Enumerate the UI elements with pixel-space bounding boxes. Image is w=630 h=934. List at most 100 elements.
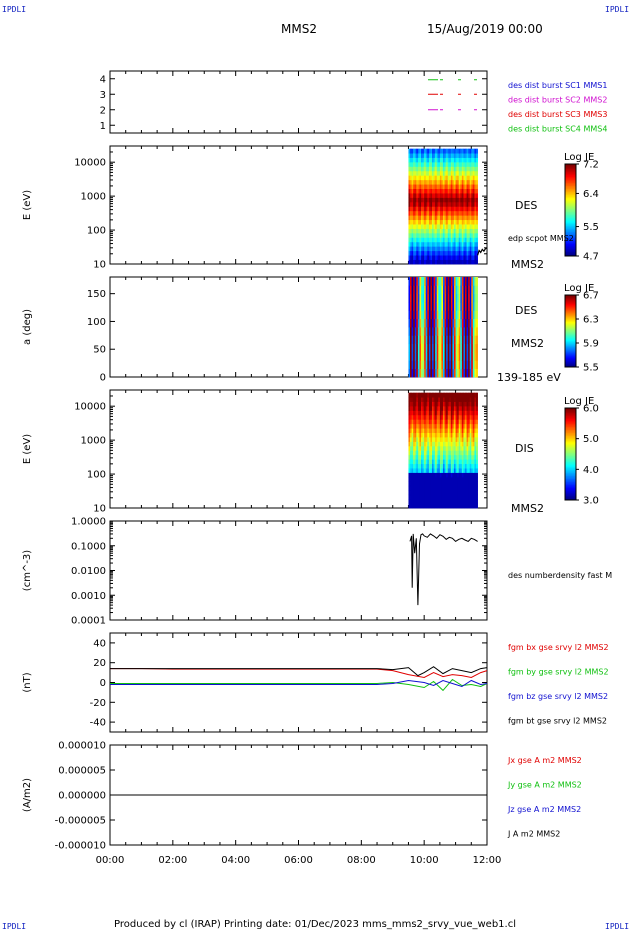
panel-frame xyxy=(109,632,488,733)
heatmap-cell xyxy=(457,445,460,451)
heatmap-cell xyxy=(455,437,458,442)
heatmap-cell xyxy=(424,503,427,509)
heatmap-cell xyxy=(450,184,453,190)
heatmap-cell xyxy=(433,161,436,167)
heatmap-cell xyxy=(447,423,450,429)
heatmap-cell xyxy=(468,335,471,345)
heatmap-cell xyxy=(439,250,442,256)
heatmap-cell xyxy=(450,277,453,286)
heatmap-cell xyxy=(452,454,455,460)
y-tick-label: 1000 xyxy=(81,192,106,203)
heatmap-cell xyxy=(438,472,441,478)
heatmap-cell xyxy=(441,445,444,451)
heatmap-cell xyxy=(435,490,438,496)
heatmap-cell xyxy=(410,485,412,491)
heatmap-cell xyxy=(452,445,455,451)
heatmap-cell xyxy=(414,441,417,447)
colorbar-cell xyxy=(565,412,576,415)
heatmap-cell xyxy=(476,352,478,361)
y-tick-label: 10 xyxy=(93,260,106,271)
colorbar-cell xyxy=(565,362,576,364)
heatmap-cell xyxy=(417,468,420,473)
heatmap-cell xyxy=(422,250,425,256)
heatmap-cell xyxy=(457,437,460,442)
colorbar-cell xyxy=(565,355,576,357)
heatmap-cell xyxy=(427,241,430,247)
heatmap-cell xyxy=(463,463,466,469)
heatmap-cell xyxy=(433,401,436,407)
heatmap-cell xyxy=(449,179,452,185)
heatmap-cell xyxy=(436,193,439,198)
heatmap-cell xyxy=(410,285,412,295)
heatmap-cell xyxy=(458,414,461,420)
heatmap-cell xyxy=(447,428,450,434)
colorbar-cell xyxy=(565,427,576,430)
heatmap-cell xyxy=(430,241,433,247)
heatmap-cell xyxy=(455,246,458,252)
heatmap-cell xyxy=(436,490,439,496)
heatmap-cell xyxy=(411,246,414,252)
heatmap-cell xyxy=(433,259,436,265)
heatmap-cell xyxy=(474,423,477,429)
heatmap-cell xyxy=(433,437,436,442)
heatmap-cell xyxy=(410,450,412,456)
heatmap-cell xyxy=(410,499,412,504)
heatmap-cell xyxy=(427,499,430,504)
heatmap-cell xyxy=(447,188,450,194)
panel-side-label: DES xyxy=(515,199,537,212)
heatmap-cell xyxy=(410,410,412,416)
heatmap-cell xyxy=(461,277,464,286)
heatmap-cell xyxy=(435,405,438,411)
heatmap-cell xyxy=(454,494,456,500)
heatmap-cell xyxy=(430,293,433,303)
heatmap-cell xyxy=(461,485,464,491)
heatmap-cell xyxy=(439,215,442,221)
heatmap-cell xyxy=(414,219,417,225)
heatmap-cell xyxy=(436,179,439,185)
heatmap-cell xyxy=(461,445,464,451)
heatmap-cell xyxy=(432,193,434,198)
heatmap-cell xyxy=(435,428,438,434)
heatmap-cell xyxy=(474,494,477,500)
heatmap-cell xyxy=(421,499,423,504)
heatmap-cell xyxy=(441,397,444,402)
heatmap-cell xyxy=(455,166,458,172)
heatmap-cell xyxy=(465,232,467,238)
heatmap-cell xyxy=(438,445,441,451)
heatmap-cell xyxy=(476,343,478,353)
heatmap-cell xyxy=(446,490,449,496)
colorbar-cell xyxy=(565,349,576,351)
heatmap-cell xyxy=(408,232,411,238)
colorbar-cell xyxy=(565,338,576,340)
heatmap-cell xyxy=(411,352,414,361)
heatmap-cell xyxy=(460,285,463,295)
heatmap-cell xyxy=(446,335,449,345)
heatmap-cell xyxy=(419,485,422,491)
heatmap-cell xyxy=(461,414,464,420)
heatmap-cell xyxy=(408,237,411,243)
heatmap-cell xyxy=(416,215,419,221)
heatmap-cell xyxy=(458,360,461,370)
heatmap-cell xyxy=(443,472,445,478)
heatmap-cell xyxy=(408,352,411,361)
heatmap-cell xyxy=(444,454,447,460)
heatmap-cell xyxy=(425,445,428,451)
heatmap-cell xyxy=(469,494,472,500)
heatmap-cell xyxy=(413,224,416,229)
heatmap-cell xyxy=(439,343,442,353)
heatmap-cell xyxy=(465,441,467,447)
heatmap-cell xyxy=(408,302,411,311)
heatmap-cell xyxy=(410,463,412,469)
heatmap-cell xyxy=(421,206,423,212)
heatmap-cell xyxy=(449,259,452,265)
heatmap-cell xyxy=(460,343,463,353)
heatmap-cell xyxy=(455,293,458,303)
heatmap-cell xyxy=(425,360,428,370)
y-tick-label: 100 xyxy=(87,317,106,328)
heatmap-cell xyxy=(428,179,431,185)
heatmap-cell xyxy=(416,401,419,407)
colorbar-cell xyxy=(565,243,576,246)
heatmap-cell xyxy=(432,343,434,353)
heatmap-cell xyxy=(421,463,423,469)
heatmap-cell xyxy=(444,148,447,154)
